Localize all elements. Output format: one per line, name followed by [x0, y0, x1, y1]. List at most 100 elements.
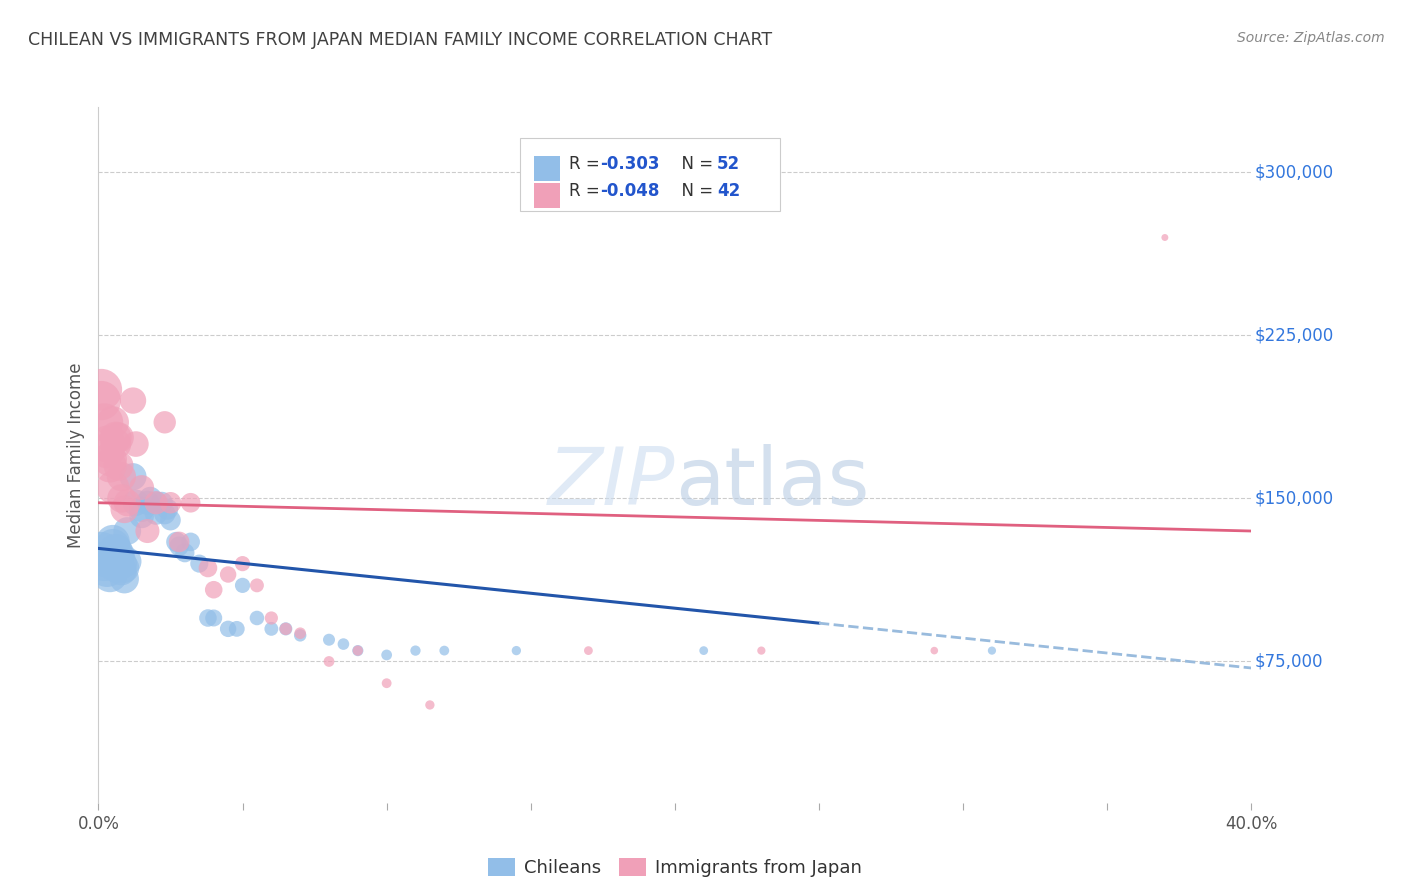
- Text: $75,000: $75,000: [1254, 652, 1323, 671]
- Text: $150,000: $150,000: [1254, 490, 1334, 508]
- Text: -0.048: -0.048: [600, 182, 659, 200]
- Point: [153, 507, 176, 521]
- Point: [274, 622, 297, 636]
- Text: ZIP: ZIP: [547, 443, 675, 522]
- Point: [202, 611, 225, 625]
- Point: [318, 655, 340, 669]
- Point: [125, 437, 148, 451]
- Point: [693, 643, 716, 657]
- Point: [156, 502, 179, 516]
- Point: [93, 415, 115, 429]
- Point: [145, 496, 167, 510]
- Point: [188, 557, 211, 571]
- Point: [107, 550, 129, 565]
- Point: [332, 637, 354, 651]
- Point: [112, 561, 135, 575]
- Point: [101, 415, 124, 429]
- Text: N =: N =: [671, 182, 718, 200]
- Point: [225, 622, 247, 636]
- Point: [751, 643, 773, 657]
- Point: [197, 561, 219, 575]
- Point: [117, 496, 138, 510]
- Point: [107, 458, 129, 473]
- Point: [117, 554, 138, 568]
- Point: [104, 437, 127, 451]
- Text: R =: R =: [569, 155, 606, 173]
- Point: [246, 578, 269, 592]
- Point: [136, 496, 159, 510]
- Point: [110, 469, 132, 483]
- Point: [346, 643, 368, 657]
- Point: [101, 481, 124, 495]
- Point: [96, 552, 118, 566]
- Text: 42: 42: [717, 182, 741, 200]
- Point: [231, 578, 254, 592]
- Point: [318, 632, 340, 647]
- Point: [122, 393, 145, 408]
- Point: [174, 546, 197, 560]
- Point: [96, 443, 118, 458]
- Point: [101, 534, 124, 549]
- Legend: Chileans, Immigrants from Japan: Chileans, Immigrants from Japan: [481, 850, 869, 884]
- Point: [112, 502, 135, 516]
- Point: [136, 524, 159, 538]
- Point: [107, 430, 129, 444]
- Point: [96, 437, 118, 451]
- Point: [375, 648, 398, 662]
- Point: [981, 643, 1004, 657]
- Point: [159, 513, 181, 527]
- Point: [217, 567, 239, 582]
- Text: Source: ZipAtlas.com: Source: ZipAtlas.com: [1237, 31, 1385, 45]
- Point: [159, 496, 181, 510]
- Point: [104, 558, 127, 573]
- Text: N =: N =: [671, 155, 718, 173]
- Point: [290, 626, 312, 640]
- Point: [433, 643, 456, 657]
- Point: [1153, 230, 1175, 244]
- Point: [197, 611, 219, 625]
- Point: [145, 507, 167, 521]
- Point: [139, 491, 162, 506]
- Point: [202, 582, 225, 597]
- Point: [98, 567, 121, 582]
- Text: $225,000: $225,000: [1254, 326, 1334, 344]
- Point: [145, 496, 167, 510]
- Point: [405, 643, 427, 657]
- Point: [375, 676, 398, 690]
- Point: [110, 491, 132, 506]
- Point: [131, 481, 153, 495]
- Point: [246, 611, 269, 625]
- Point: [165, 534, 187, 549]
- Text: $300,000: $300,000: [1254, 163, 1334, 181]
- Point: [93, 554, 115, 568]
- Point: [419, 698, 441, 712]
- Point: [260, 622, 283, 636]
- Point: [180, 496, 202, 510]
- Point: [217, 622, 239, 636]
- Point: [231, 557, 254, 571]
- Text: atlas: atlas: [675, 443, 869, 522]
- Point: [98, 452, 121, 467]
- Text: CHILEAN VS IMMIGRANTS FROM JAPAN MEDIAN FAMILY INCOME CORRELATION CHART: CHILEAN VS IMMIGRANTS FROM JAPAN MEDIAN …: [28, 31, 772, 49]
- Point: [104, 430, 127, 444]
- Text: R =: R =: [569, 182, 606, 200]
- Point: [290, 628, 312, 642]
- Point: [153, 415, 176, 429]
- Point: [125, 496, 148, 510]
- Point: [110, 557, 132, 571]
- Point: [131, 502, 153, 516]
- Point: [505, 643, 527, 657]
- Point: [180, 534, 202, 549]
- Y-axis label: Median Family Income: Median Family Income: [66, 362, 84, 548]
- Point: [167, 539, 190, 553]
- Point: [107, 548, 129, 562]
- Point: [578, 643, 600, 657]
- Point: [96, 561, 118, 575]
- Point: [346, 643, 368, 657]
- Point: [101, 539, 124, 553]
- Point: [122, 469, 145, 483]
- Point: [260, 611, 283, 625]
- Point: [117, 524, 138, 538]
- Point: [922, 643, 945, 657]
- Point: [167, 534, 190, 549]
